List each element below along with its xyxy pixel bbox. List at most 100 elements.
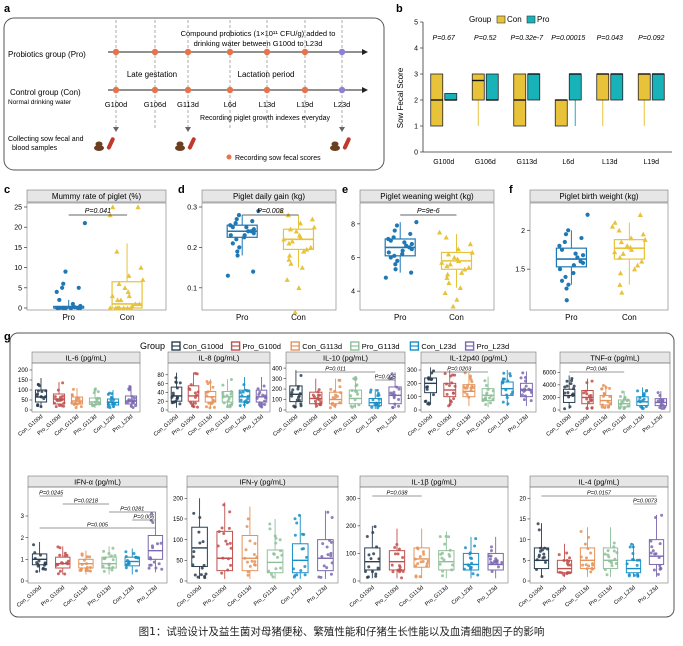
g-point: [491, 397, 495, 401]
g-point: [445, 392, 449, 396]
g-point: [52, 401, 56, 405]
g-point: [58, 569, 62, 573]
g-point: [424, 399, 428, 403]
g-point: [225, 542, 229, 546]
panel_c-point: [110, 204, 116, 210]
g-panel-title: IL-1β (pg/mL): [411, 478, 457, 487]
g-point: [110, 396, 114, 400]
panel_d-point: [288, 260, 294, 266]
panel_d-point: [230, 225, 235, 230]
g-point: [41, 567, 45, 571]
g-point: [56, 572, 60, 576]
g-point: [603, 552, 607, 556]
g-x-tick-label: Pro_G100d: [375, 585, 401, 608]
panel_e-point: [395, 258, 400, 263]
b-box: [596, 73, 610, 101]
g-point: [600, 405, 604, 409]
panel-d-letter: d: [178, 184, 185, 196]
g-point: [393, 545, 397, 549]
g-point: [279, 549, 283, 553]
g-point: [96, 390, 100, 394]
panel_d-point: [278, 208, 285, 214]
g-point: [319, 575, 323, 579]
g-point: [452, 391, 456, 395]
b-y-tick-label: 3: [414, 72, 418, 79]
g-point: [349, 404, 353, 408]
panel_c-point: [116, 305, 123, 311]
g-point: [636, 389, 640, 393]
g-point: [625, 562, 629, 566]
g-point: [318, 393, 322, 397]
g-point: [106, 405, 110, 409]
g-point: [211, 385, 215, 389]
g-point: [603, 392, 607, 396]
panel_f-point: [563, 232, 569, 237]
g-point: [228, 510, 232, 514]
g-point: [353, 404, 357, 408]
g-box: [625, 559, 642, 574]
g-plot-frame: [167, 362, 271, 413]
g-point: [127, 388, 131, 392]
panel_e-point: [444, 263, 450, 269]
g-plot-frame: [529, 486, 669, 584]
g-point: [320, 555, 324, 559]
f-chart: Piglet birth weight (kg) 1.5 2 Pro Con: [515, 189, 669, 322]
b-x-tick-label: L6d: [562, 159, 574, 166]
b-y-tick-label: 4: [414, 46, 418, 53]
g-point: [486, 387, 490, 391]
g-point: [66, 559, 70, 563]
panel_c-plot-frame: [26, 202, 167, 311]
panel_e-point: [400, 252, 405, 257]
panel_d-point: [237, 245, 242, 250]
g-point: [269, 572, 273, 576]
g-point: [229, 563, 233, 567]
panel_e-point: [383, 275, 388, 280]
legend-pro-swatch: [526, 15, 536, 24]
g-point: [449, 400, 453, 404]
panel_e-point: [393, 267, 398, 272]
b-x-tick-label: L13d: [602, 159, 618, 166]
timepoint-label: L13d: [259, 100, 276, 109]
g-point: [74, 406, 78, 410]
g-y-tick-label: 100: [173, 538, 184, 544]
panel_d-title-bar: [201, 189, 337, 203]
g-point: [590, 406, 594, 410]
g-point: [418, 575, 422, 579]
panel_d-y-tick-label: 0.2: [187, 245, 197, 252]
g-point: [112, 405, 116, 409]
g-point: [356, 392, 360, 396]
panel_e-point: [392, 228, 397, 233]
g-point: [268, 527, 272, 531]
g-point: [621, 390, 625, 394]
panel_f-point: [612, 219, 618, 225]
b-pvalue: P=0.67: [433, 35, 456, 42]
g-y-tick-label: 60: [157, 382, 164, 388]
g-x-tick-label: Con_G100d: [518, 585, 545, 609]
g-point: [260, 402, 264, 406]
g-x-tick-label: Con_G113d: [398, 585, 425, 609]
figure-caption: 图1：试验设计及益生菌对母猪便秘、繁殖性能和仔猪生长性能以及血清细胞因子的影响: [138, 626, 545, 638]
g-y-tick-label: 200: [173, 496, 184, 502]
panel_c-point: [118, 297, 124, 303]
g-point: [171, 393, 175, 397]
panel_c-title-bar: [26, 189, 167, 203]
panel-g-letter: g: [4, 331, 11, 343]
g-point: [572, 384, 576, 388]
g-point: [587, 535, 591, 539]
panel_c-y-tick-label: 0: [18, 306, 22, 313]
c-chart: Mummy rate of piglet (%) 0 5 10 15 20 25 Pro Con…: [14, 189, 167, 322]
panel_e-title-bar: [359, 189, 495, 203]
g-point: [377, 557, 381, 561]
g-point: [276, 555, 280, 559]
panel_c-point: [126, 273, 132, 278]
g-point: [74, 402, 78, 406]
g-y-tick-label: 150: [173, 517, 184, 523]
g-point: [132, 399, 136, 403]
g-point: [326, 510, 330, 514]
g-pvalue: P=0.006: [133, 515, 155, 521]
g-y-tick-label: 6000: [543, 370, 557, 376]
g-point: [450, 381, 454, 385]
panel_c-point: [126, 293, 132, 299]
panel_e-point: [394, 223, 400, 228]
